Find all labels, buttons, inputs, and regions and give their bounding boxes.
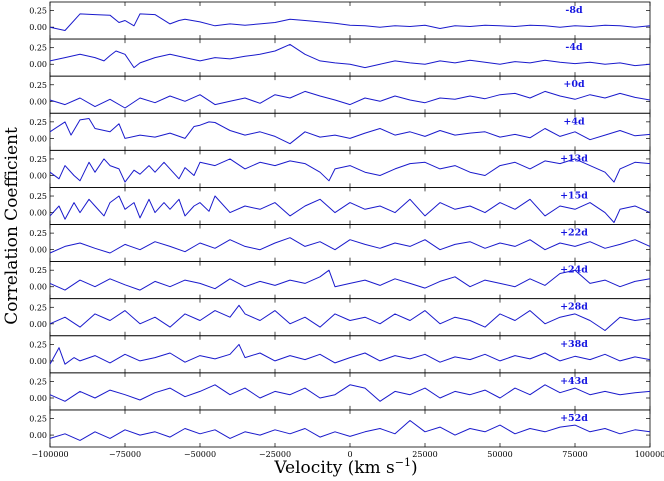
y-tick-label: 0.25 <box>29 118 47 127</box>
panel-frame <box>49 112 651 151</box>
x-tick-label: −75000 <box>109 450 141 459</box>
series-line--8d <box>49 13 651 31</box>
epoch-label: +24d <box>560 265 588 276</box>
series-line-+15d <box>49 195 651 223</box>
x-tick-label: −100000 <box>31 450 68 459</box>
series-line-+38d <box>49 343 651 365</box>
x-tick-label: 100000 <box>635 450 664 459</box>
y-tick-label: 0.00 <box>29 246 47 255</box>
epoch-label: +22d <box>560 228 588 239</box>
y-tick-label: 0.00 <box>29 97 47 106</box>
y-tick-label: 0.25 <box>29 377 47 386</box>
y-tick-label: 0.25 <box>29 266 47 275</box>
x-axis-title-main: Velocity (km s <box>273 458 394 478</box>
y-tick-label: 0.25 <box>29 229 47 238</box>
y-axis-title: Correlation Coefficient <box>2 127 22 325</box>
panel-10: 0.00 0.25 +43d <box>29 372 651 411</box>
y-tick-label: 0.00 <box>29 23 47 32</box>
panel-6: 0.00 0.25 +22d <box>29 224 651 262</box>
y-tick-label: 0.25 <box>29 155 47 164</box>
x-axis-title-end: ) <box>411 458 418 478</box>
y-tick-label: 0.00 <box>29 431 47 440</box>
x-tick-label: 0 <box>347 450 352 459</box>
panel-8: 0.00 0.25 +28d <box>29 298 651 337</box>
series-line-+4d <box>49 118 651 145</box>
series-line--4d <box>49 43 651 69</box>
x-tick-label: −25000 <box>259 450 291 459</box>
series-line-+43d <box>49 384 651 402</box>
y-tick-label: 0.00 <box>29 171 47 180</box>
panel-3: 0.00 0.25 +4d <box>29 112 651 151</box>
epoch-label: -8d <box>565 5 583 16</box>
x-axis-title: Velocity (km s−1) <box>273 456 417 478</box>
panel-1: 0.00 0.25 -4d <box>29 38 651 77</box>
y-tick-label: 0.00 <box>29 357 47 366</box>
series-line-+13d <box>49 158 651 183</box>
x-tick-label: 50000 <box>487 450 512 459</box>
panel-frame <box>49 1 651 40</box>
series-line-+0d <box>49 90 651 109</box>
y-tick-label: 0.00 <box>29 320 47 329</box>
epoch-label: +43d <box>560 376 588 387</box>
y-tick-label: 0.00 <box>29 209 47 218</box>
x-axis-title-sup: −1 <box>395 456 411 469</box>
y-tick-label: 0.00 <box>29 394 47 403</box>
y-tick-label: 0.25 <box>29 303 47 312</box>
y-tick-label: 0.00 <box>29 134 47 143</box>
y-tick-label: 0.25 <box>29 44 47 53</box>
y-tick-label: 0.25 <box>29 192 47 201</box>
epoch-label: +0d <box>563 79 585 90</box>
panel-4: 0.00 0.25 +13d <box>29 149 651 188</box>
epoch-label: +28d <box>560 302 588 313</box>
epoch-label: +15d <box>560 190 588 201</box>
epoch-label: +52d <box>560 413 588 424</box>
x-tick-label: −50000 <box>184 450 216 459</box>
series-line-+28d <box>49 304 651 331</box>
x-tick-label: 25000 <box>412 450 437 459</box>
panel-9: 0.00 0.25 +38d <box>29 335 651 374</box>
panel-2: 0.00 0.25 +0d <box>29 75 651 114</box>
y-tick-label: 0.00 <box>29 283 47 292</box>
epoch-label: +13d <box>560 153 588 164</box>
series-line-+22d <box>49 237 651 254</box>
y-tick-label: 0.00 <box>29 60 47 69</box>
epoch-label: +38d <box>560 339 588 350</box>
panel-frame <box>49 38 651 77</box>
y-tick-label: 0.25 <box>29 415 47 424</box>
panel-7: 0.00 0.25 +24d <box>29 261 651 300</box>
series-line-+52d <box>49 420 651 441</box>
y-tick-label: 0.25 <box>29 81 47 90</box>
panel-0: 0.00 0.25 -8d <box>29 1 651 40</box>
panel-5: 0.00 0.25 +15d <box>29 187 651 225</box>
series-line-+24d <box>49 269 651 291</box>
epoch-label: -4d <box>565 42 583 53</box>
x-tick-label: 75000 <box>562 450 587 459</box>
panels-layer: 0.00 0.25 -8d 0.00 0.25 -4d 0.00 0.25 +0d 0.00 0.2… <box>29 1 664 459</box>
panel-11: 0.00 0.25 +52d <box>29 409 651 448</box>
y-tick-label: 0.25 <box>29 7 47 16</box>
epoch-label: +4d <box>563 116 585 127</box>
panel-frame <box>49 75 651 114</box>
y-tick-label: 0.25 <box>29 340 47 349</box>
